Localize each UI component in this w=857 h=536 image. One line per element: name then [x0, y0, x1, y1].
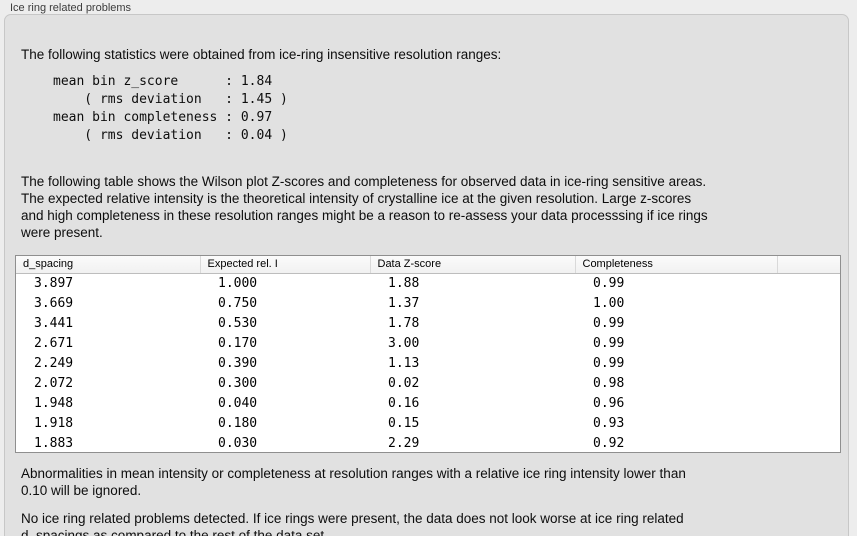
table-cell: 0.99	[593, 355, 625, 371]
ignore-note: Abnormalities in mean intensity or compl…	[21, 466, 686, 498]
ice-ring-table[interactable]: d_spacing Expected rel. I Data Z-score Comp…	[15, 255, 841, 453]
table-cell: 2.249	[34, 355, 74, 371]
table-cell: 3.669	[34, 295, 74, 311]
table-cell	[777, 313, 840, 333]
stats-block: mean bin z_score : 1.84 ( rms deviation …	[53, 74, 288, 143]
table-cell: 0.390	[218, 355, 258, 371]
table-row[interactable]: 1.918 0.180 0.15 0.93	[16, 413, 840, 433]
table-cell: 0.15	[388, 415, 420, 431]
table-cell: 0.030	[218, 435, 258, 451]
table-cell	[777, 353, 840, 373]
column-header: d_spacing	[16, 256, 201, 274]
table-row[interactable]: 3.669 0.750 1.37 1.00	[16, 293, 840, 313]
table-row[interactable]: 2.249 0.390 1.13 0.99	[16, 353, 840, 373]
table-cell: 0.96	[593, 395, 625, 411]
column-header: Expected rel. I	[200, 256, 371, 274]
table-cell: 0.98	[593, 375, 625, 391]
table-cell	[777, 273, 840, 293]
table-cell: 1.88	[388, 275, 420, 291]
conclusion-text: No ice ring related problems detected. I…	[21, 511, 684, 536]
table-cell: 2.671	[34, 335, 74, 351]
table-cell	[777, 333, 840, 353]
panel-title: Ice ring related problems	[10, 2, 132, 14]
table-cell: 0.040	[218, 395, 258, 411]
group-box: The following statistics were obtained f…	[4, 14, 849, 536]
table-cell: 0.530	[218, 315, 258, 331]
column-header	[777, 256, 840, 274]
table-cell: 0.99	[593, 335, 625, 351]
table-cell: 1.13	[388, 355, 420, 371]
table-row[interactable]: 1.883 0.030 2.29 0.92	[16, 433, 840, 452]
table-cell: 0.99	[593, 275, 625, 291]
table-cell: 0.170	[218, 335, 258, 351]
table-cell: 0.93	[593, 415, 625, 431]
table-description: The following table shows the Wilson plo…	[21, 174, 708, 240]
table-cell	[777, 393, 840, 413]
table-cell: 0.99	[593, 315, 625, 331]
table-cell	[777, 373, 840, 393]
table-cell	[777, 413, 840, 433]
table-cell: 0.02	[388, 375, 420, 391]
table-cell: 1.37	[388, 295, 420, 311]
table-cell: 0.300	[218, 375, 258, 391]
table-cell	[777, 433, 840, 452]
table-cell: 2.072	[34, 375, 74, 391]
table-cell: 1.00	[593, 295, 625, 311]
table-cell: 0.92	[593, 435, 625, 451]
table-cell: 2.29	[388, 435, 420, 451]
table-cell: 0.750	[218, 295, 258, 311]
table-cell: 1.948	[34, 395, 74, 411]
table-cell: 1.883	[34, 435, 74, 451]
table-cell: 1.918	[34, 415, 74, 431]
ice-ring-table-grid: d_spacing Expected rel. I Data Z-score Comp…	[16, 256, 840, 452]
table-row[interactable]: 2.671 0.170 3.00 0.99	[16, 333, 840, 353]
column-header: Data Z-score	[370, 256, 576, 274]
table-cell: 3.897	[34, 275, 74, 291]
table-cell: 1.78	[388, 315, 420, 331]
table-header-row: d_spacing Expected rel. I Data Z-score Comp…	[16, 256, 840, 274]
table-row[interactable]: 3.441 0.530 1.78 0.99	[16, 313, 840, 333]
table-cell	[777, 293, 840, 313]
column-header: Completeness	[575, 256, 778, 274]
table-cell: 3.00	[388, 335, 420, 351]
table-row[interactable]: 3.897 1.000 1.88 0.99	[16, 273, 840, 293]
table-row[interactable]: 2.072 0.300 0.02 0.98	[16, 373, 840, 393]
table-cell: 1.000	[218, 275, 258, 291]
table-cell: 0.16	[388, 395, 420, 411]
table-cell: 3.441	[34, 315, 74, 331]
table-row[interactable]: 1.948 0.040 0.16 0.96	[16, 393, 840, 413]
table-cell: 0.180	[218, 415, 258, 431]
stats-intro-text: The following statistics were obtained f…	[21, 47, 502, 62]
